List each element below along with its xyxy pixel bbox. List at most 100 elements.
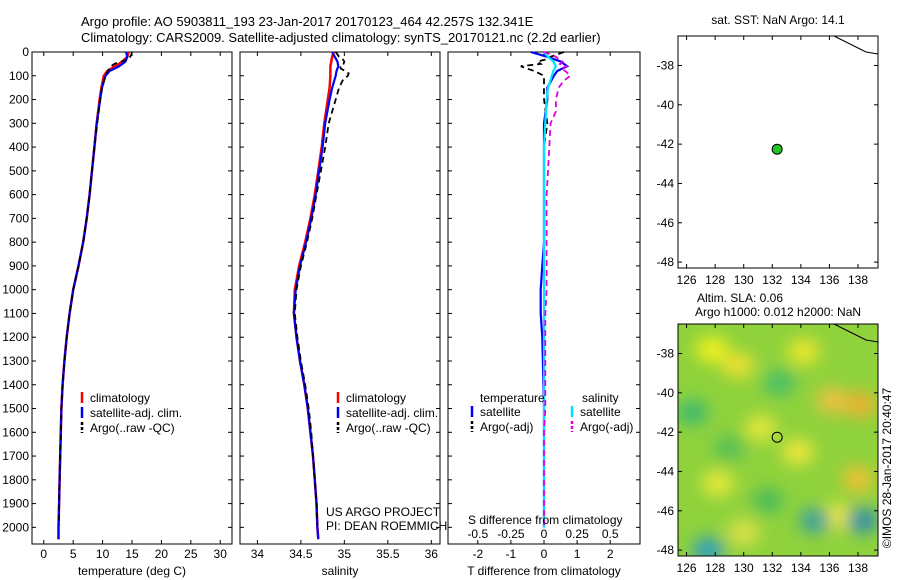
- heatmap-blob: [722, 352, 754, 379]
- legend-label: Argo(-adj): [580, 420, 633, 434]
- map-x-tick-label: 136: [819, 561, 839, 575]
- s-tick-label: -0.25: [497, 527, 525, 541]
- depth-tick-label: 1400: [2, 378, 29, 392]
- heatmap-blob: [787, 338, 820, 365]
- map-sla-title: Altim. SLA: 0.06: [697, 291, 783, 305]
- heatmap-blob: [846, 507, 878, 534]
- depth-tick-label: 1700: [2, 449, 29, 463]
- depth-tick-label: 1100: [3, 306, 29, 320]
- x-tick-label: 35.5: [376, 547, 400, 561]
- map-x-tick-label: 130: [734, 561, 754, 575]
- depth-tick-label: 1800: [2, 473, 29, 487]
- depth-tick-label: 400: [9, 140, 29, 154]
- argo-float-marker: [771, 431, 783, 443]
- annotation-pi: PI: DEAN ROEMMICH: [326, 519, 447, 533]
- x-tick-label: 5: [70, 547, 77, 561]
- map-frame-1: [677, 323, 879, 557]
- profile-panel-frame-1: [239, 51, 441, 545]
- s-tick-label: 0.5: [602, 527, 619, 541]
- heatmap-blob: [763, 369, 796, 396]
- x-axis-label: salinity: [322, 564, 359, 578]
- legend-header-temperature: temperature: [480, 391, 545, 405]
- depth-tick-label: 1300: [2, 354, 29, 368]
- series-line-salinity-argo-adj-: [543, 51, 572, 525]
- depth-tick-label: 1000: [2, 283, 29, 297]
- map-sst-title: sat. SST: NaN Argo: 14.1: [711, 13, 845, 27]
- x-tick-label: 30: [214, 547, 228, 561]
- map-y-tick-label: -44: [657, 464, 675, 478]
- imos-timestamp: ©IMOS 28-Jan-2017 20:40:47: [880, 388, 894, 549]
- legend-label: satellite: [580, 405, 621, 419]
- map-x-tick-label: 138: [848, 561, 868, 575]
- heatmap-blobs: [678, 336, 878, 556]
- depth-tick-label: 200: [9, 93, 29, 107]
- x-axis-label: temperature (deg C): [78, 564, 186, 578]
- heatmap-blob: [727, 519, 760, 546]
- heatmap-blob: [782, 438, 814, 465]
- map-x-tick-label: 132: [762, 273, 782, 287]
- series-line-argo-raw-qc-: [293, 51, 350, 526]
- heatmap-blob: [696, 336, 729, 363]
- heatmap-blob: [713, 434, 746, 461]
- map-frame-0: [677, 35, 879, 269]
- depth-tick-label: 600: [9, 188, 29, 202]
- depth-tick-label: 1500: [2, 402, 29, 416]
- x-tick-label: 10: [96, 547, 110, 561]
- series-line-salinity-satellite: [542, 51, 558, 528]
- heatmap-blob: [702, 470, 734, 497]
- x-tick-label: 15: [125, 547, 139, 561]
- heatmap-blob: [816, 387, 849, 414]
- map-y-tick-label: -42: [657, 137, 675, 151]
- x-tick-label: -1: [506, 547, 517, 561]
- legend-label: satellite: [480, 405, 521, 419]
- map-y-tick-label: -42: [657, 425, 675, 439]
- depth-tick-label: 500: [9, 164, 29, 178]
- series-line-argo-raw-qc-: [58, 51, 133, 525]
- legend-label: climatology: [346, 391, 406, 405]
- heatmap-blob: [678, 399, 709, 426]
- map-x-tick-label: 136: [819, 273, 839, 287]
- x-tick-label: 2: [607, 547, 614, 561]
- map-y-tick-label: -46: [657, 216, 675, 230]
- depth-tick-label: 1900: [2, 497, 29, 511]
- argo-float-marker: [771, 143, 783, 155]
- map-sla-subtitle: Argo h1000: 0.012 h2000: NaN: [695, 305, 861, 319]
- heatmap-blob: [752, 487, 784, 514]
- depth-tick-label: 1200: [2, 330, 29, 344]
- map-y-tick-label: -48: [657, 255, 675, 269]
- map-y-tick-label: -46: [657, 504, 675, 518]
- legend-header-salinity: salinity: [582, 391, 619, 405]
- map-y-tick-label: -48: [657, 543, 675, 557]
- map-x-tick-label: 134: [791, 273, 811, 287]
- map-x-tick-label: 126: [677, 561, 697, 575]
- depth-tick-label: 700: [9, 211, 29, 225]
- map-x-tick-label: 128: [705, 561, 725, 575]
- x-tick-label: 25: [184, 547, 198, 561]
- s-tick-label: -0.5: [467, 527, 488, 541]
- s-tick-label: 0.25: [565, 527, 589, 541]
- map-x-tick-label: 132: [762, 561, 782, 575]
- coastline: [833, 323, 879, 343]
- depth-tick-label: 300: [9, 116, 29, 130]
- x-tick-label: -2: [472, 547, 483, 561]
- heatmap-blob: [692, 537, 724, 556]
- depth-tick-label: 0: [22, 45, 29, 59]
- depth-tick-label: 900: [9, 259, 29, 273]
- map-x-tick-label: 128: [705, 273, 725, 287]
- map-y-tick-label: -40: [657, 98, 675, 112]
- heatmap-field: [678, 324, 878, 556]
- chart-title-line1: Argo profile: AO 5903811_193 23-Jan-2017…: [81, 14, 534, 29]
- map-y-tick-label: -38: [657, 346, 675, 360]
- x-tick-label: 34.5: [289, 547, 313, 561]
- x-tick-label: 20: [155, 547, 169, 561]
- x-tick-label: 0: [541, 547, 548, 561]
- heatmap-blob: [842, 466, 874, 493]
- x-axis-label: T difference from climatology: [467, 564, 621, 578]
- profile-panel-frame-0: [31, 51, 233, 545]
- legend-label: satellite-adj. clim.: [346, 406, 438, 420]
- legend-label: Argo(..raw -QC): [346, 421, 431, 435]
- heatmap-blob: [744, 415, 777, 442]
- heatmap-blob: [799, 507, 832, 534]
- x-tick-label: 0: [40, 547, 47, 561]
